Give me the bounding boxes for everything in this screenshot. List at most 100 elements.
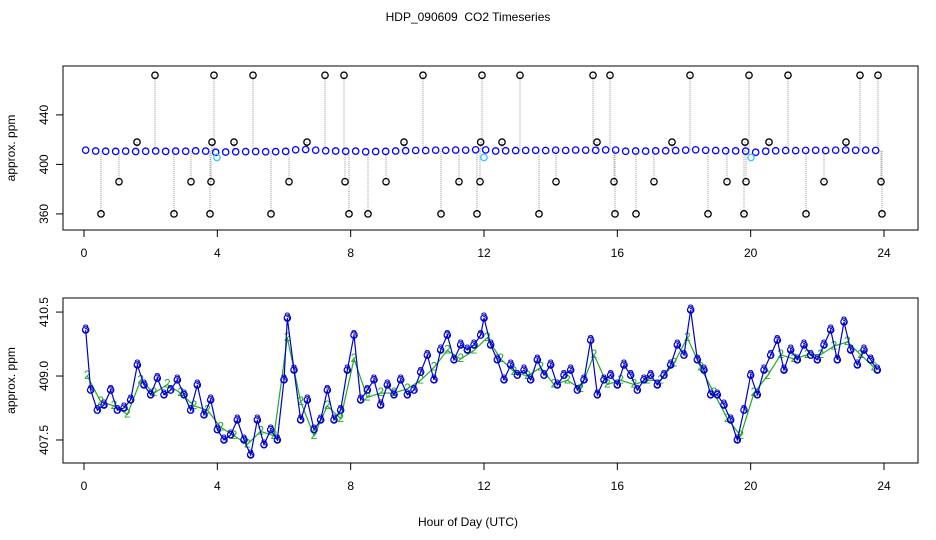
point <box>877 177 885 186</box>
point-label: 3 <box>107 382 114 396</box>
point-label: 3 <box>267 422 274 436</box>
point <box>251 147 260 156</box>
point <box>840 318 848 326</box>
point <box>226 431 235 439</box>
point <box>480 153 488 162</box>
point <box>411 146 420 155</box>
point-label: 3 <box>464 342 471 356</box>
point-label: 3 <box>127 392 134 406</box>
point <box>611 146 620 154</box>
point <box>403 390 412 399</box>
point-label: 2 <box>844 334 851 348</box>
point <box>341 147 350 156</box>
point-label: 3 <box>94 402 101 416</box>
point-label: 3 <box>521 362 528 376</box>
point <box>281 147 290 156</box>
point-label: 2 <box>311 428 318 442</box>
point <box>711 146 720 155</box>
point <box>140 381 148 389</box>
point <box>151 147 160 155</box>
y-tick-label: 400 <box>37 154 51 174</box>
point <box>746 371 755 379</box>
point <box>121 147 130 156</box>
point <box>330 416 338 424</box>
point <box>811 146 820 155</box>
point <box>632 210 640 218</box>
point <box>271 147 280 156</box>
point <box>291 145 300 154</box>
point-label: 3 <box>687 302 694 316</box>
point <box>253 416 262 424</box>
point-label: 2 <box>591 347 598 361</box>
point <box>303 396 312 404</box>
point-label: 3 <box>234 412 241 426</box>
point <box>481 146 490 154</box>
point-label: 3 <box>431 372 438 386</box>
point <box>266 425 275 434</box>
point <box>500 376 508 384</box>
x-tick-label: 4 <box>214 246 221 260</box>
point-label: 3 <box>807 347 814 361</box>
point <box>350 331 358 339</box>
point <box>455 177 463 186</box>
point-label: 3 <box>357 392 364 406</box>
point <box>430 376 438 384</box>
point-label: 3 <box>674 337 681 351</box>
point <box>443 331 452 339</box>
point <box>200 411 208 419</box>
point <box>401 146 410 155</box>
point-label: 3 <box>814 352 821 366</box>
series-line <box>85 309 878 457</box>
point <box>726 416 735 424</box>
point <box>115 177 123 186</box>
point <box>871 146 880 155</box>
point <box>631 147 640 155</box>
point-label: 2 <box>164 377 171 391</box>
point <box>801 146 810 155</box>
point-label: 3 <box>317 412 324 426</box>
point <box>316 416 325 424</box>
point <box>476 177 484 186</box>
point <box>201 147 210 156</box>
y-tick-label: 409.0 <box>37 361 51 391</box>
point <box>93 406 102 414</box>
point-label: 3 <box>587 332 594 346</box>
point <box>826 326 835 334</box>
point-label: 3 <box>847 342 854 356</box>
point-label: 3 <box>707 387 714 401</box>
point-label: 3 <box>377 397 384 411</box>
point-label: 2 <box>177 385 184 399</box>
point <box>331 147 340 155</box>
point-label: 2 <box>471 343 478 357</box>
point <box>153 374 162 382</box>
point <box>561 146 570 155</box>
point <box>303 138 311 146</box>
point <box>516 71 524 80</box>
point <box>340 71 348 80</box>
point <box>220 436 228 444</box>
point <box>546 361 555 369</box>
point-label: 3 <box>344 362 351 376</box>
point <box>476 138 485 146</box>
point-label: 3 <box>437 342 444 356</box>
point <box>560 371 568 379</box>
point <box>552 177 560 186</box>
point-label: 3 <box>527 372 534 386</box>
point <box>566 366 575 374</box>
point <box>793 356 802 364</box>
point-label: 3 <box>161 387 168 401</box>
x-tick-label: 16 <box>611 246 625 260</box>
point <box>780 366 788 374</box>
point <box>833 356 842 364</box>
point-label: 2 <box>817 347 824 361</box>
point <box>133 361 142 369</box>
point-label: 3 <box>714 387 721 401</box>
point <box>765 138 773 146</box>
point <box>535 210 543 218</box>
point-label: 3 <box>82 322 89 336</box>
point <box>846 346 855 354</box>
chart-title: HDP_090609 CO2 Timeseries <box>386 10 551 24</box>
point <box>431 146 440 155</box>
point-label: 3 <box>647 367 654 381</box>
point <box>593 138 601 146</box>
